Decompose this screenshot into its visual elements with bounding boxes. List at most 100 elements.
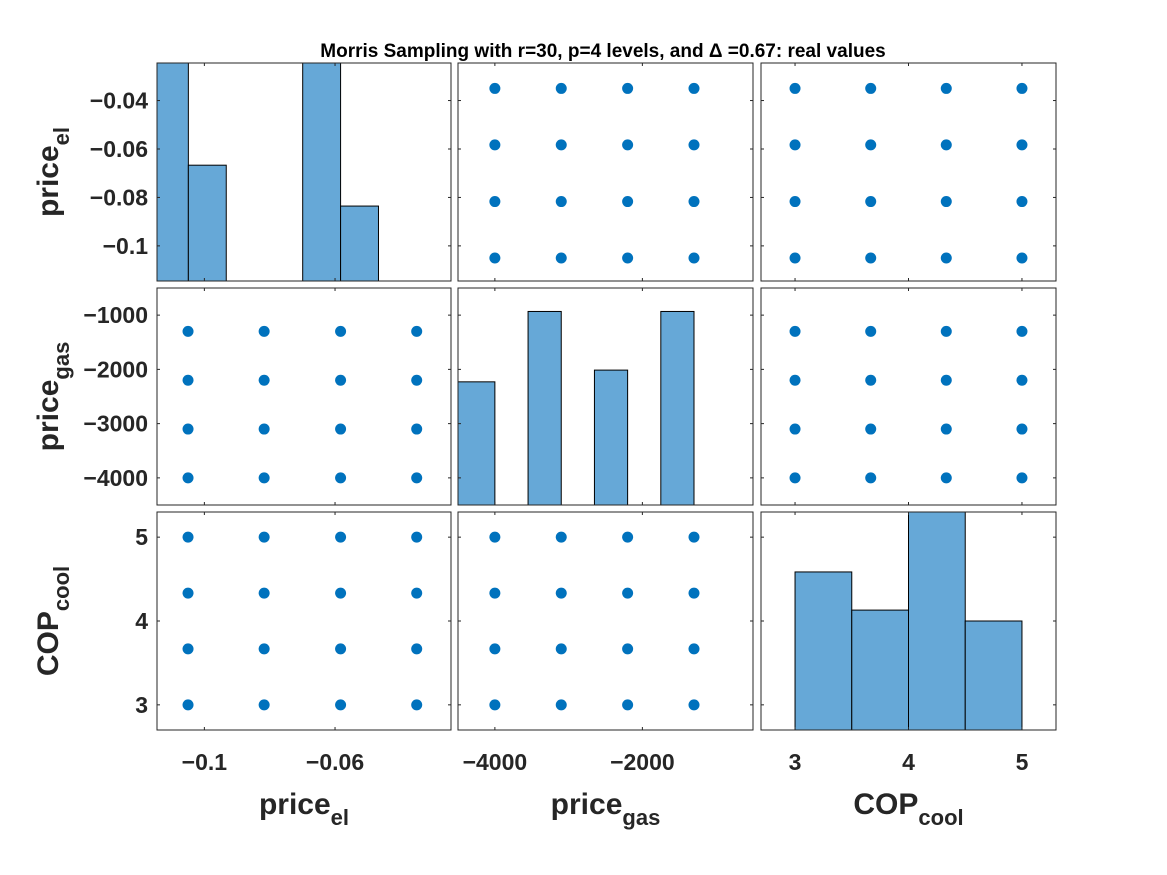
y-tick-label: −3000 — [83, 411, 148, 437]
scatter-point — [622, 252, 634, 264]
scatter-point — [258, 423, 270, 435]
scatter-point — [622, 531, 634, 543]
scatter-point — [622, 587, 634, 599]
hist-bar — [302, 63, 342, 281]
scatter-point — [489, 82, 501, 94]
scatter-point — [1016, 472, 1028, 484]
scatter-point — [865, 252, 877, 264]
panel-r2-c2 — [457, 287, 754, 506]
scatter-point — [258, 699, 270, 711]
scatter-point — [688, 196, 700, 208]
scatter-point — [789, 82, 801, 94]
panel-r2-c1 — [156, 287, 452, 506]
scatter-point — [182, 423, 194, 435]
axis-label-subscript: cool — [918, 805, 963, 830]
hist-bar — [458, 381, 496, 505]
scatter-point — [555, 139, 567, 151]
scatter-point — [555, 196, 567, 208]
hist-bar — [964, 620, 1023, 730]
x-axis-label: COPcool — [853, 788, 963, 830]
chart-title: Morris Sampling with r=30, p=4 levels, a… — [320, 41, 885, 62]
axis-label-name: price — [259, 788, 331, 821]
x-tick-label: 5 — [1016, 749, 1029, 775]
scatter-point — [865, 472, 877, 484]
scatter-point — [622, 82, 634, 94]
scatter-point — [865, 139, 877, 151]
axis-labels: priceel pricegas COPcoolpriceelpricegasCOP… — [32, 127, 964, 830]
scatter-point — [1016, 423, 1028, 435]
y-tick-label: −0.1 — [103, 233, 149, 259]
scatter-point — [411, 325, 423, 337]
scatter-point — [688, 531, 700, 543]
x-tick-label: −0.1 — [182, 749, 228, 775]
axis-label-subscript: gas — [49, 342, 74, 380]
hist-bar — [794, 571, 853, 730]
axis-label-name: COP — [32, 611, 65, 676]
scatter-point — [688, 699, 700, 711]
scatter-point — [789, 423, 801, 435]
x-axis-label: priceel — [259, 788, 349, 830]
y-tick-label: 4 — [135, 608, 148, 634]
scatter-point — [489, 643, 501, 655]
scatter-point — [789, 472, 801, 484]
scatter-point — [622, 139, 634, 151]
tick-labels: −0.1 −0.06 −4000 −2000 3 4 5 −0.1 −0.08 −0.06 −0.0… — [83, 88, 1028, 775]
scatter-point — [1016, 196, 1028, 208]
scatter-point — [940, 325, 952, 337]
x-tick-label: 4 — [902, 749, 915, 775]
scatter-point — [940, 252, 952, 264]
scatter-point — [182, 374, 194, 386]
scatter-point — [940, 82, 952, 94]
scatter-point — [411, 587, 423, 599]
scatter-point — [335, 423, 347, 435]
scatter-point — [335, 699, 347, 711]
y-tick-label: 5 — [135, 524, 148, 550]
scatter-point — [688, 587, 700, 599]
scatter-point — [489, 531, 501, 543]
scatter-point — [335, 374, 347, 386]
scatter-point — [1016, 325, 1028, 337]
scatter-point — [411, 374, 423, 386]
scatter-point — [555, 699, 567, 711]
scatter-point — [865, 325, 877, 337]
axis-label-name: price — [32, 380, 65, 452]
scatter-point — [335, 325, 347, 337]
y-tick-label: −0.08 — [90, 184, 148, 210]
scatter-point — [555, 531, 567, 543]
scatter-point — [555, 252, 567, 264]
scatter-point — [335, 531, 347, 543]
x-tick-label: 3 — [789, 749, 802, 775]
scatter-point — [258, 643, 270, 655]
scatter-point — [489, 139, 501, 151]
scatter-point — [622, 699, 634, 711]
scatter-point — [411, 699, 423, 711]
scatter-point — [688, 643, 700, 655]
hist-bar — [851, 609, 909, 730]
hist-bar — [660, 310, 695, 505]
scatter-point — [489, 196, 501, 208]
scatter-point — [258, 587, 270, 599]
scatter-point — [411, 472, 423, 484]
scatter-point — [411, 531, 423, 543]
scatter-point — [940, 423, 952, 435]
panel-r3-c3 — [760, 511, 1057, 731]
scatter-point — [1016, 252, 1028, 264]
hist-bar — [157, 63, 189, 281]
y-tick-label: −4000 — [83, 465, 148, 491]
scatter-point — [865, 82, 877, 94]
x-tick-label: −0.06 — [306, 749, 364, 775]
scatter-point — [555, 587, 567, 599]
axis-label-subscript: gas — [622, 805, 660, 830]
scatter-point — [182, 325, 194, 337]
scatter-point — [182, 643, 194, 655]
panel-r1-c3 — [760, 62, 1057, 282]
scatter-point — [940, 374, 952, 386]
y-tick-label: −1000 — [83, 302, 148, 328]
scatter-point — [555, 643, 567, 655]
y-axis-label: pricegas — [32, 342, 74, 452]
scatter-point — [789, 252, 801, 264]
x-tick-label: −4000 — [463, 749, 528, 775]
x-tick-label: −2000 — [610, 749, 675, 775]
scatter-point — [411, 423, 423, 435]
